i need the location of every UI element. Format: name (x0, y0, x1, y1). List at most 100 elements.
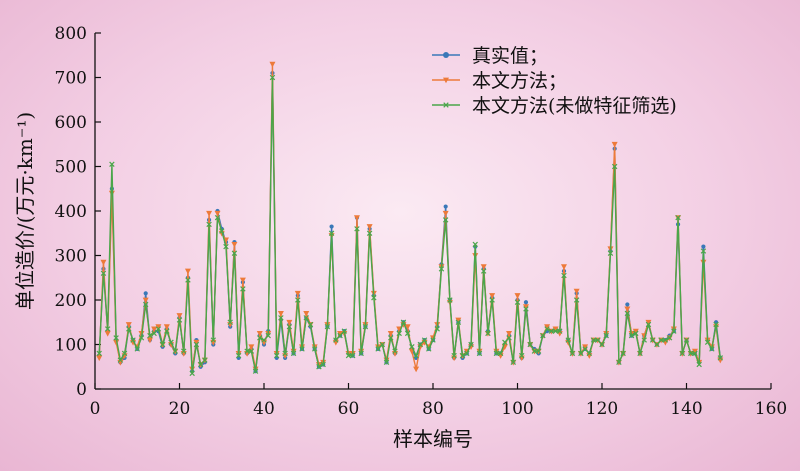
x-tick-label: 160 (755, 399, 787, 419)
x-tick-label: 100 (501, 399, 533, 419)
series-3-point (142, 301, 149, 308)
series-3-point (519, 352, 525, 359)
series-3-point (569, 350, 576, 357)
series-3-point (671, 328, 677, 334)
series-2-point (611, 141, 618, 148)
series-3-point (121, 350, 128, 357)
series-3-point (633, 330, 639, 337)
series-1-line (98, 72, 721, 372)
series-3-point (286, 323, 293, 330)
series-2-point (366, 224, 373, 230)
series-3-point (514, 299, 521, 305)
series-3-point (578, 350, 584, 357)
series-3-point (717, 355, 724, 361)
series-3-point (468, 341, 474, 348)
series-3-point (480, 268, 487, 274)
series-3-point (341, 328, 347, 334)
legend-swatch-marker (443, 77, 449, 84)
series-3-point (176, 317, 183, 323)
series-3-point (193, 341, 200, 348)
series-3-point (649, 337, 656, 343)
series-3-point (434, 326, 440, 332)
series-3-point (544, 326, 550, 332)
series-3-point (502, 339, 508, 345)
series-3-point (607, 250, 614, 256)
series-3-point (185, 277, 191, 283)
y-tick-label: 500 (55, 158, 87, 178)
series-3-point (320, 361, 326, 368)
x-tick-label: 0 (90, 399, 101, 419)
series-3-point (358, 350, 364, 357)
series-3-point (126, 326, 132, 332)
series-3-point (611, 163, 618, 170)
series-3-point (692, 350, 698, 357)
series-3-point (362, 323, 369, 330)
y-tick-label: 600 (55, 113, 87, 133)
series-3-point (261, 337, 267, 343)
series-1-point (143, 291, 148, 296)
series-3-point (464, 350, 470, 357)
series-3-point (400, 319, 407, 325)
series-3-point (586, 350, 593, 357)
series-2-point (113, 339, 120, 346)
series-3-point (206, 221, 212, 228)
series-3-point (257, 335, 263, 341)
legend-label: 本文方法； (472, 70, 567, 92)
series-3-point (197, 361, 204, 368)
series-3-point (316, 364, 322, 370)
series-2-point (522, 304, 529, 310)
series-3-point (117, 357, 124, 363)
series-3-point (476, 350, 483, 357)
series-2-point (269, 61, 276, 68)
series-3-point (489, 297, 495, 303)
series-3-point (426, 346, 432, 352)
series-3-point (303, 315, 309, 321)
series-3-point (700, 248, 707, 254)
series-3-point (485, 330, 491, 337)
series-3-point (252, 368, 259, 374)
series-3-point (451, 352, 457, 359)
series-2-point (582, 344, 589, 351)
series-2-point (480, 264, 487, 270)
series-2-point (413, 366, 420, 373)
series-3-point (704, 339, 711, 345)
series-3-point (366, 230, 373, 236)
series-3-point (350, 352, 356, 359)
series-1-point (443, 204, 448, 209)
series-3-point (172, 348, 178, 354)
series-3-point (248, 348, 255, 354)
legend-label: 真实值； (472, 45, 548, 67)
series-3-point (235, 352, 242, 359)
series-3-point (641, 337, 647, 343)
series-3-point (675, 214, 681, 221)
series-3-point (337, 332, 343, 339)
x-tick-label: 140 (670, 399, 702, 419)
series-3-point (189, 370, 195, 377)
series-3-point (557, 328, 563, 334)
series-3-line (98, 76, 721, 375)
series-3-point (388, 335, 394, 341)
series-2-point (176, 313, 183, 319)
series-3-point (371, 295, 377, 301)
series-2-point (353, 215, 360, 221)
series-3-point (181, 348, 187, 354)
series-3-point (713, 321, 719, 328)
series-3-point (662, 337, 669, 343)
series-3-point (333, 337, 339, 343)
x-tick-label: 60 (338, 399, 360, 419)
series-2-point (248, 344, 255, 351)
series-3-point (658, 337, 664, 343)
series-2-point (645, 319, 652, 326)
series-2-point (691, 348, 698, 355)
series-3-point (413, 352, 419, 359)
series-3-point (688, 350, 694, 357)
series-3-point (392, 348, 398, 354)
series-3-point (324, 323, 331, 330)
series-3-point (100, 270, 107, 277)
series-3-point (472, 241, 478, 248)
series-1-point (701, 244, 706, 249)
series-3-point (295, 297, 301, 303)
series-2-point (125, 322, 132, 328)
series-3-point (459, 352, 466, 359)
series-3-point (159, 341, 166, 348)
